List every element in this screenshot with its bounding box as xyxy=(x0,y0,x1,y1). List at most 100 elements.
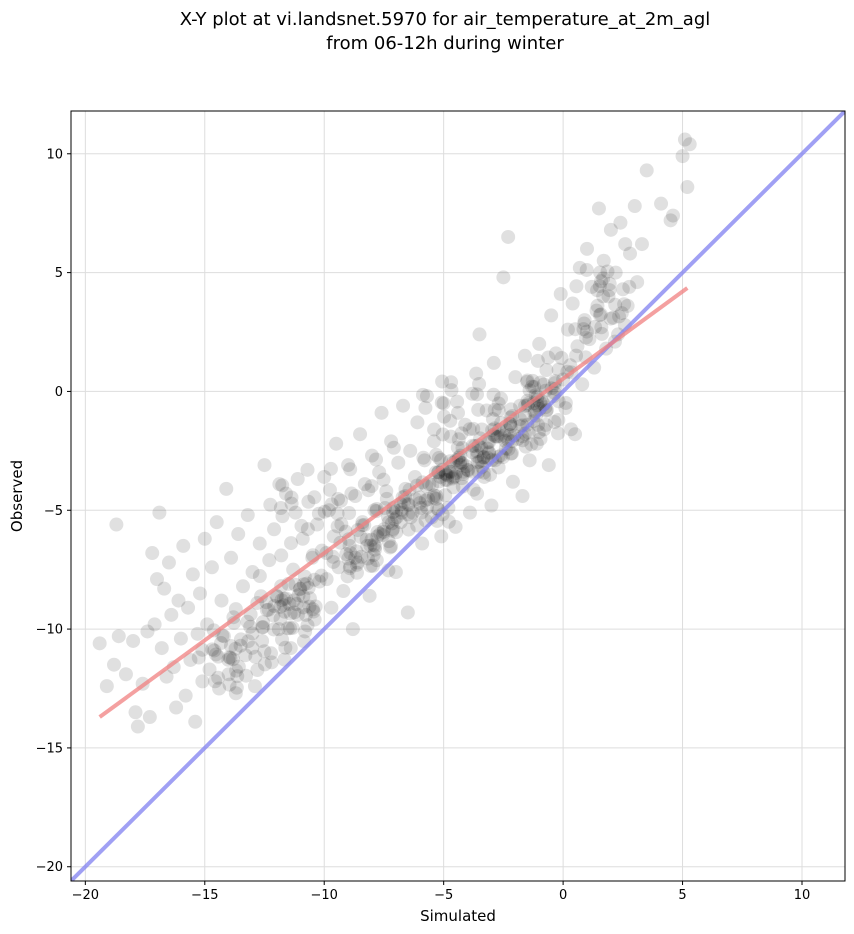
data-point xyxy=(594,274,609,289)
data-point xyxy=(503,446,518,461)
data-point xyxy=(456,464,471,479)
data-point xyxy=(453,455,468,470)
data-point xyxy=(584,279,599,294)
data-point xyxy=(360,538,375,553)
data-point xyxy=(214,593,229,608)
data-point xyxy=(376,528,391,543)
data-point xyxy=(427,422,442,437)
data-point xyxy=(357,477,372,492)
data-point xyxy=(257,458,272,473)
data-point xyxy=(219,481,234,496)
data-point xyxy=(490,429,505,444)
data-point xyxy=(394,505,409,520)
data-point xyxy=(290,607,305,622)
data-point xyxy=(417,453,432,468)
data-point xyxy=(340,569,355,584)
data-point xyxy=(512,412,527,427)
data-point xyxy=(547,415,562,430)
data-point xyxy=(296,577,311,592)
data-point xyxy=(322,482,337,497)
data-point xyxy=(326,529,341,544)
data-point xyxy=(462,505,477,520)
data-point xyxy=(142,710,157,725)
data-point xyxy=(384,434,399,449)
data-point xyxy=(176,538,191,553)
data-point xyxy=(211,670,226,685)
data-point xyxy=(296,600,311,615)
data-point xyxy=(472,327,487,342)
data-point xyxy=(299,576,314,591)
data-point xyxy=(486,355,501,370)
data-point xyxy=(222,677,237,692)
data-point xyxy=(363,558,378,573)
data-point xyxy=(455,456,470,471)
data-point xyxy=(403,443,418,458)
data-point xyxy=(386,440,401,455)
data-point xyxy=(479,403,494,418)
data-point xyxy=(617,297,632,312)
data-point xyxy=(317,504,332,519)
data-point xyxy=(410,518,425,533)
data-point xyxy=(128,705,143,720)
data-point xyxy=(518,439,533,454)
data-point xyxy=(630,275,645,290)
data-point xyxy=(446,480,461,495)
data-point xyxy=(311,506,326,521)
data-point xyxy=(450,394,465,409)
y-tick-label: −20 xyxy=(36,860,63,875)
x-tick-label: 0 xyxy=(559,888,567,903)
data-point xyxy=(508,370,523,385)
data-point xyxy=(663,213,678,228)
data-point xyxy=(472,454,487,469)
data-point xyxy=(448,466,463,481)
data-point xyxy=(469,444,484,459)
data-point xyxy=(181,600,196,615)
data-point xyxy=(259,603,274,618)
data-point xyxy=(572,260,587,275)
data-point xyxy=(600,264,615,279)
data-point xyxy=(401,496,416,511)
data-point xyxy=(99,679,114,694)
data-point xyxy=(435,427,450,442)
data-point xyxy=(515,489,530,503)
data-point xyxy=(531,425,546,440)
data-point xyxy=(593,307,608,322)
data-point xyxy=(275,509,290,524)
data-point xyxy=(361,483,376,498)
data-point xyxy=(349,544,364,559)
data-point xyxy=(364,479,379,494)
data-point xyxy=(443,413,458,428)
data-point xyxy=(405,505,420,520)
chart-title-line-1: X-Y plot at vi.landsnet.5970 for air_tem… xyxy=(179,9,711,30)
data-point xyxy=(339,547,354,562)
data-point xyxy=(627,199,642,214)
data-point xyxy=(286,593,301,608)
data-point xyxy=(271,622,286,637)
data-point xyxy=(582,332,597,347)
data-point xyxy=(393,515,408,530)
data-point xyxy=(370,524,385,539)
data-point xyxy=(343,462,358,477)
data-point xyxy=(551,426,566,441)
data-point xyxy=(216,629,231,644)
data-point xyxy=(302,599,317,614)
data-point xyxy=(408,492,423,507)
data-point xyxy=(466,421,481,436)
data-point xyxy=(558,401,573,416)
data-point xyxy=(314,568,329,583)
data-point xyxy=(226,652,241,667)
data-point xyxy=(190,626,205,641)
data-point xyxy=(458,417,473,432)
data-point xyxy=(367,542,382,557)
data-point xyxy=(252,536,267,551)
data-point xyxy=(301,494,316,509)
data-point xyxy=(388,503,403,518)
data-point xyxy=(267,522,282,537)
data-point xyxy=(449,453,464,468)
data-point xyxy=(312,574,327,589)
y-axis-label: Observed xyxy=(8,460,26,532)
data-point xyxy=(302,591,317,606)
data-point xyxy=(480,441,495,456)
data-point xyxy=(389,525,404,540)
data-point xyxy=(427,488,442,503)
